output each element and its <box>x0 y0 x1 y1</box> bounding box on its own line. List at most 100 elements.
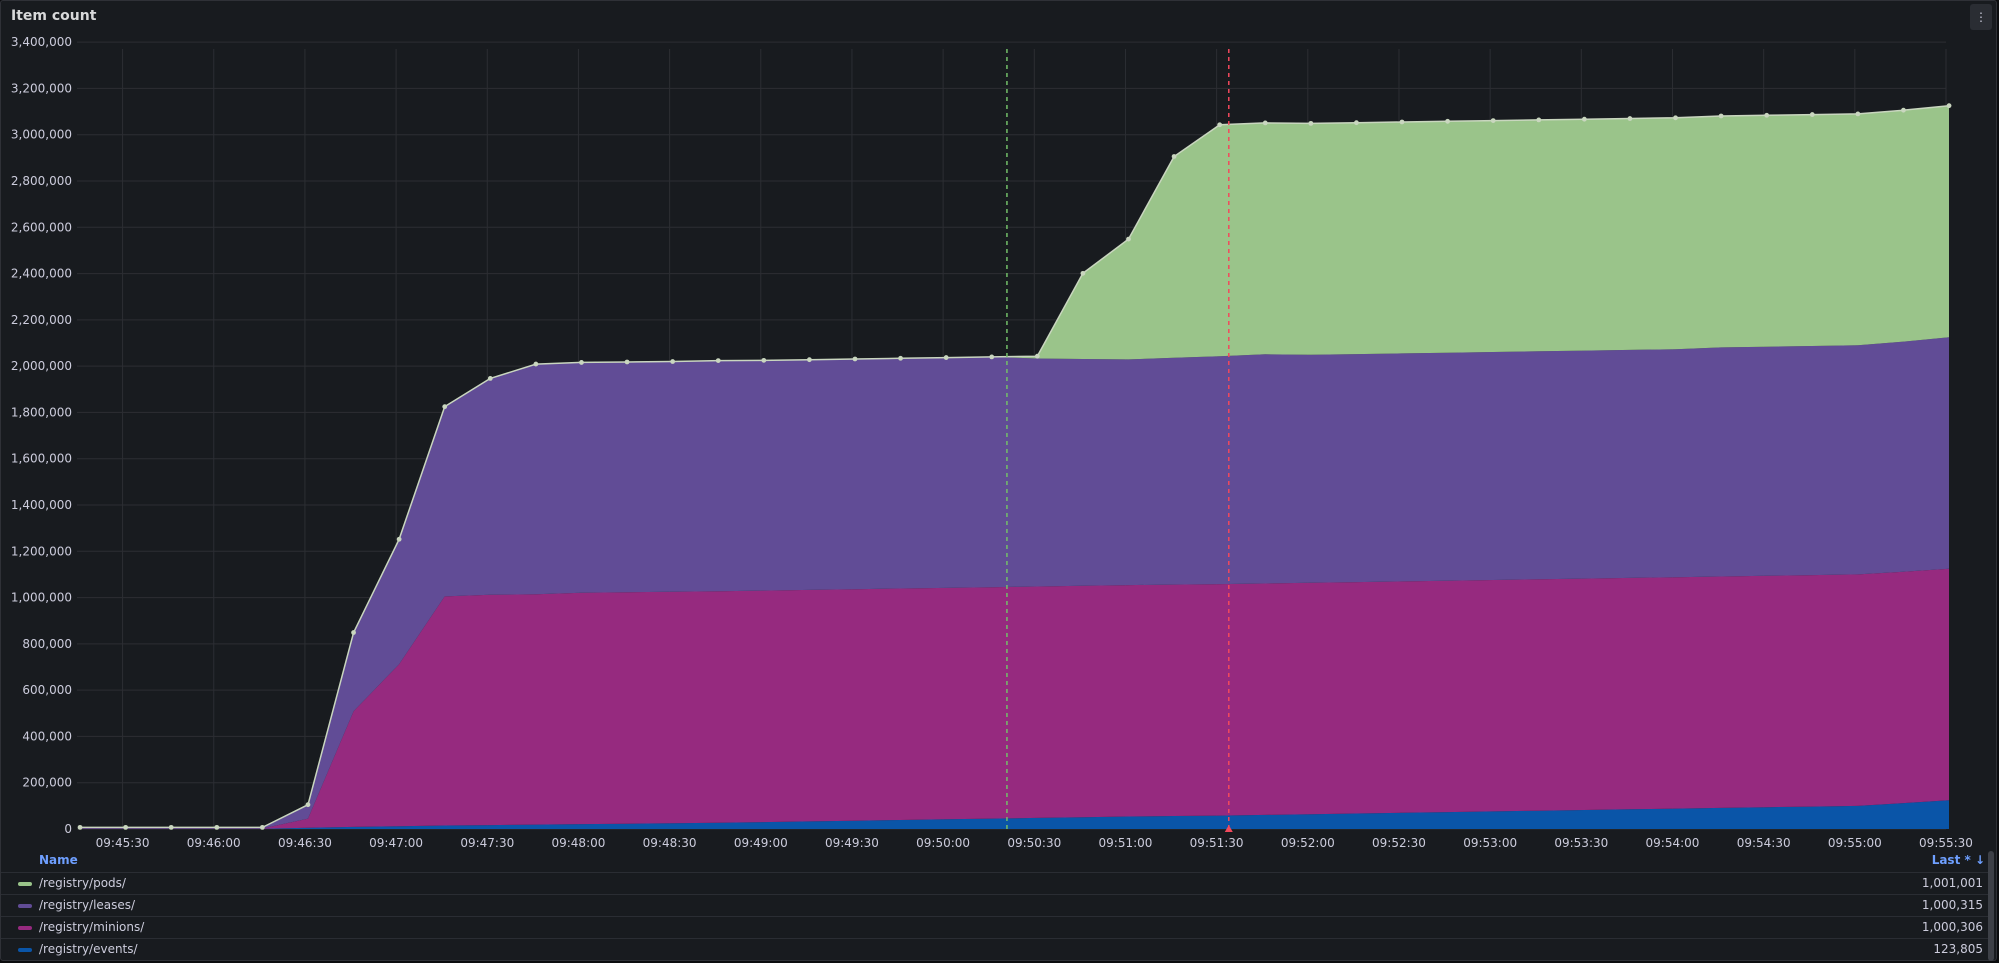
y-tick-label: 3,000,000 <box>11 128 72 142</box>
data-point <box>1034 353 1040 359</box>
legend-swatch-leases <box>18 904 32 908</box>
data-point <box>1855 111 1861 117</box>
y-tick-label: 800,000 <box>22 637 72 651</box>
x-tick-label: 09:54:00 <box>1646 836 1700 850</box>
data-point <box>1354 120 1359 126</box>
annotation-markers <box>1006 49 1233 832</box>
data-point <box>1171 154 1177 159</box>
data-point <box>852 356 858 362</box>
data-point <box>259 824 265 830</box>
stacked-area-chart[interactable]: 0 200,000 400,000 600,000 800,000 1,000,000 1,… <box>1 1 1998 851</box>
data-point <box>1490 118 1496 123</box>
legend-last-header[interactable]: Last * ↓ <box>1931 853 1985 867</box>
y-tick-label: 600,000 <box>22 683 72 697</box>
data-point <box>1673 115 1678 121</box>
x-tick-label: 09:46:00 <box>187 836 241 850</box>
area-minions <box>80 568 1949 829</box>
data-point <box>715 358 721 363</box>
x-tick-label: 09:48:00 <box>551 836 605 850</box>
kebab-menu-icon[interactable]: ⋮ <box>1970 4 1992 30</box>
data-point <box>533 361 539 367</box>
data-point <box>579 360 584 365</box>
x-tick-label: 09:49:00 <box>734 836 788 850</box>
data-point <box>487 376 493 381</box>
legend-scrollbar[interactable] <box>1988 851 1994 961</box>
data-point <box>1536 117 1542 123</box>
data-point <box>305 802 311 808</box>
data-point <box>1262 120 1268 126</box>
data-point <box>670 359 676 364</box>
x-tick-label: 09:54:30 <box>1737 836 1791 850</box>
x-tick-label: 09:53:00 <box>1463 836 1517 850</box>
data-point <box>1946 103 1952 109</box>
legend-label[interactable]: /registry/pods/ <box>39 876 126 890</box>
series-areas <box>80 105 1949 829</box>
legend-row-events[interactable]: /registry/events/ 123,805 <box>1 938 1989 960</box>
data-point <box>1445 118 1450 124</box>
data-point <box>442 404 448 410</box>
series-lines <box>80 104 1950 829</box>
area-events <box>80 800 1949 829</box>
data-point <box>1764 112 1770 118</box>
area-leases <box>80 337 1949 829</box>
y-tick-label: 400,000 <box>22 729 72 743</box>
legend-row-minions[interactable]: /registry/minions/ 1,000,306 <box>1 916 1989 938</box>
legend-last-value: 1,000,315 <box>1921 898 1983 912</box>
legend-last-value: 1,001,001 <box>1921 876 1983 890</box>
y-tick-label: 1,600,000 <box>11 452 72 466</box>
x-tick-label: 09:52:30 <box>1372 836 1426 850</box>
data-point <box>761 357 767 363</box>
y-tick-label: 2,400,000 <box>11 267 72 281</box>
data-point <box>351 630 356 635</box>
data-point <box>1308 120 1314 126</box>
legend-name-header[interactable]: Name <box>39 853 78 867</box>
legend-swatch-minions <box>18 926 32 930</box>
x-tick-label: 09:52:00 <box>1281 836 1335 850</box>
data-point <box>396 536 402 542</box>
area-pods <box>80 105 1949 828</box>
y-tick-label: 1,800,000 <box>11 405 72 419</box>
data-point <box>1809 112 1815 117</box>
x-axis-ticks: 09:45:30 09:46:00 09:46:30 09:47:00 09:47:30… <box>96 836 1973 850</box>
series-line-total <box>80 104 1950 829</box>
y-tick-label: 1,400,000 <box>11 498 72 512</box>
x-tick-label: 09:49:30 <box>825 836 879 850</box>
legend-label[interactable]: /registry/minions/ <box>39 920 145 934</box>
legend-label[interactable]: /registry/events/ <box>39 942 138 956</box>
data-point <box>807 357 812 363</box>
x-tick-label: 09:55:00 <box>1828 836 1882 850</box>
y-tick-label: 1,000,000 <box>11 591 72 605</box>
annotation-marker-icon <box>1224 825 1233 832</box>
y-axis-ticks: 0 200,000 400,000 600,000 800,000 1,000,000 1,… <box>11 35 72 836</box>
legend-last-value: 123,805 <box>1933 942 1983 956</box>
data-point <box>168 824 174 830</box>
data-point <box>1718 113 1724 119</box>
y-tick-label: 2,600,000 <box>11 220 72 234</box>
y-tick-label: 3,400,000 <box>11 35 72 49</box>
y-tick-label: 2,000,000 <box>11 359 72 373</box>
data-point <box>898 355 903 361</box>
legend-row-pods[interactable]: /registry/pods/ 1,001,001 <box>1 872 1989 894</box>
data-point <box>1581 116 1587 122</box>
data-point <box>1901 107 1906 113</box>
legend-swatch-pods <box>18 882 32 886</box>
panel-title: Item count <box>11 8 97 24</box>
data-point <box>1080 270 1086 276</box>
x-tick-label: 09:45:30 <box>96 836 150 850</box>
x-tick-label: 09:46:30 <box>278 836 332 850</box>
x-tick-label: 09:55:30 <box>1919 836 1973 850</box>
x-tick-label: 09:50:00 <box>916 836 970 850</box>
y-tick-label: 2,200,000 <box>11 313 72 327</box>
y-tick-label: 3,200,000 <box>11 81 72 95</box>
legend-swatch-events <box>18 948 32 952</box>
data-point <box>1217 122 1223 128</box>
x-tick-label: 09:47:30 <box>460 836 514 850</box>
x-tick-label: 09:51:00 <box>1099 836 1153 850</box>
y-tick-label: 2,800,000 <box>11 174 72 188</box>
legend-row-leases[interactable]: /registry/leases/ 1,000,315 <box>1 894 1989 916</box>
legend-label[interactable]: /registry/leases/ <box>39 898 136 912</box>
data-point <box>123 824 129 830</box>
data-point <box>214 824 220 830</box>
legend-header: Name Last * ↓ <box>1 850 1991 872</box>
